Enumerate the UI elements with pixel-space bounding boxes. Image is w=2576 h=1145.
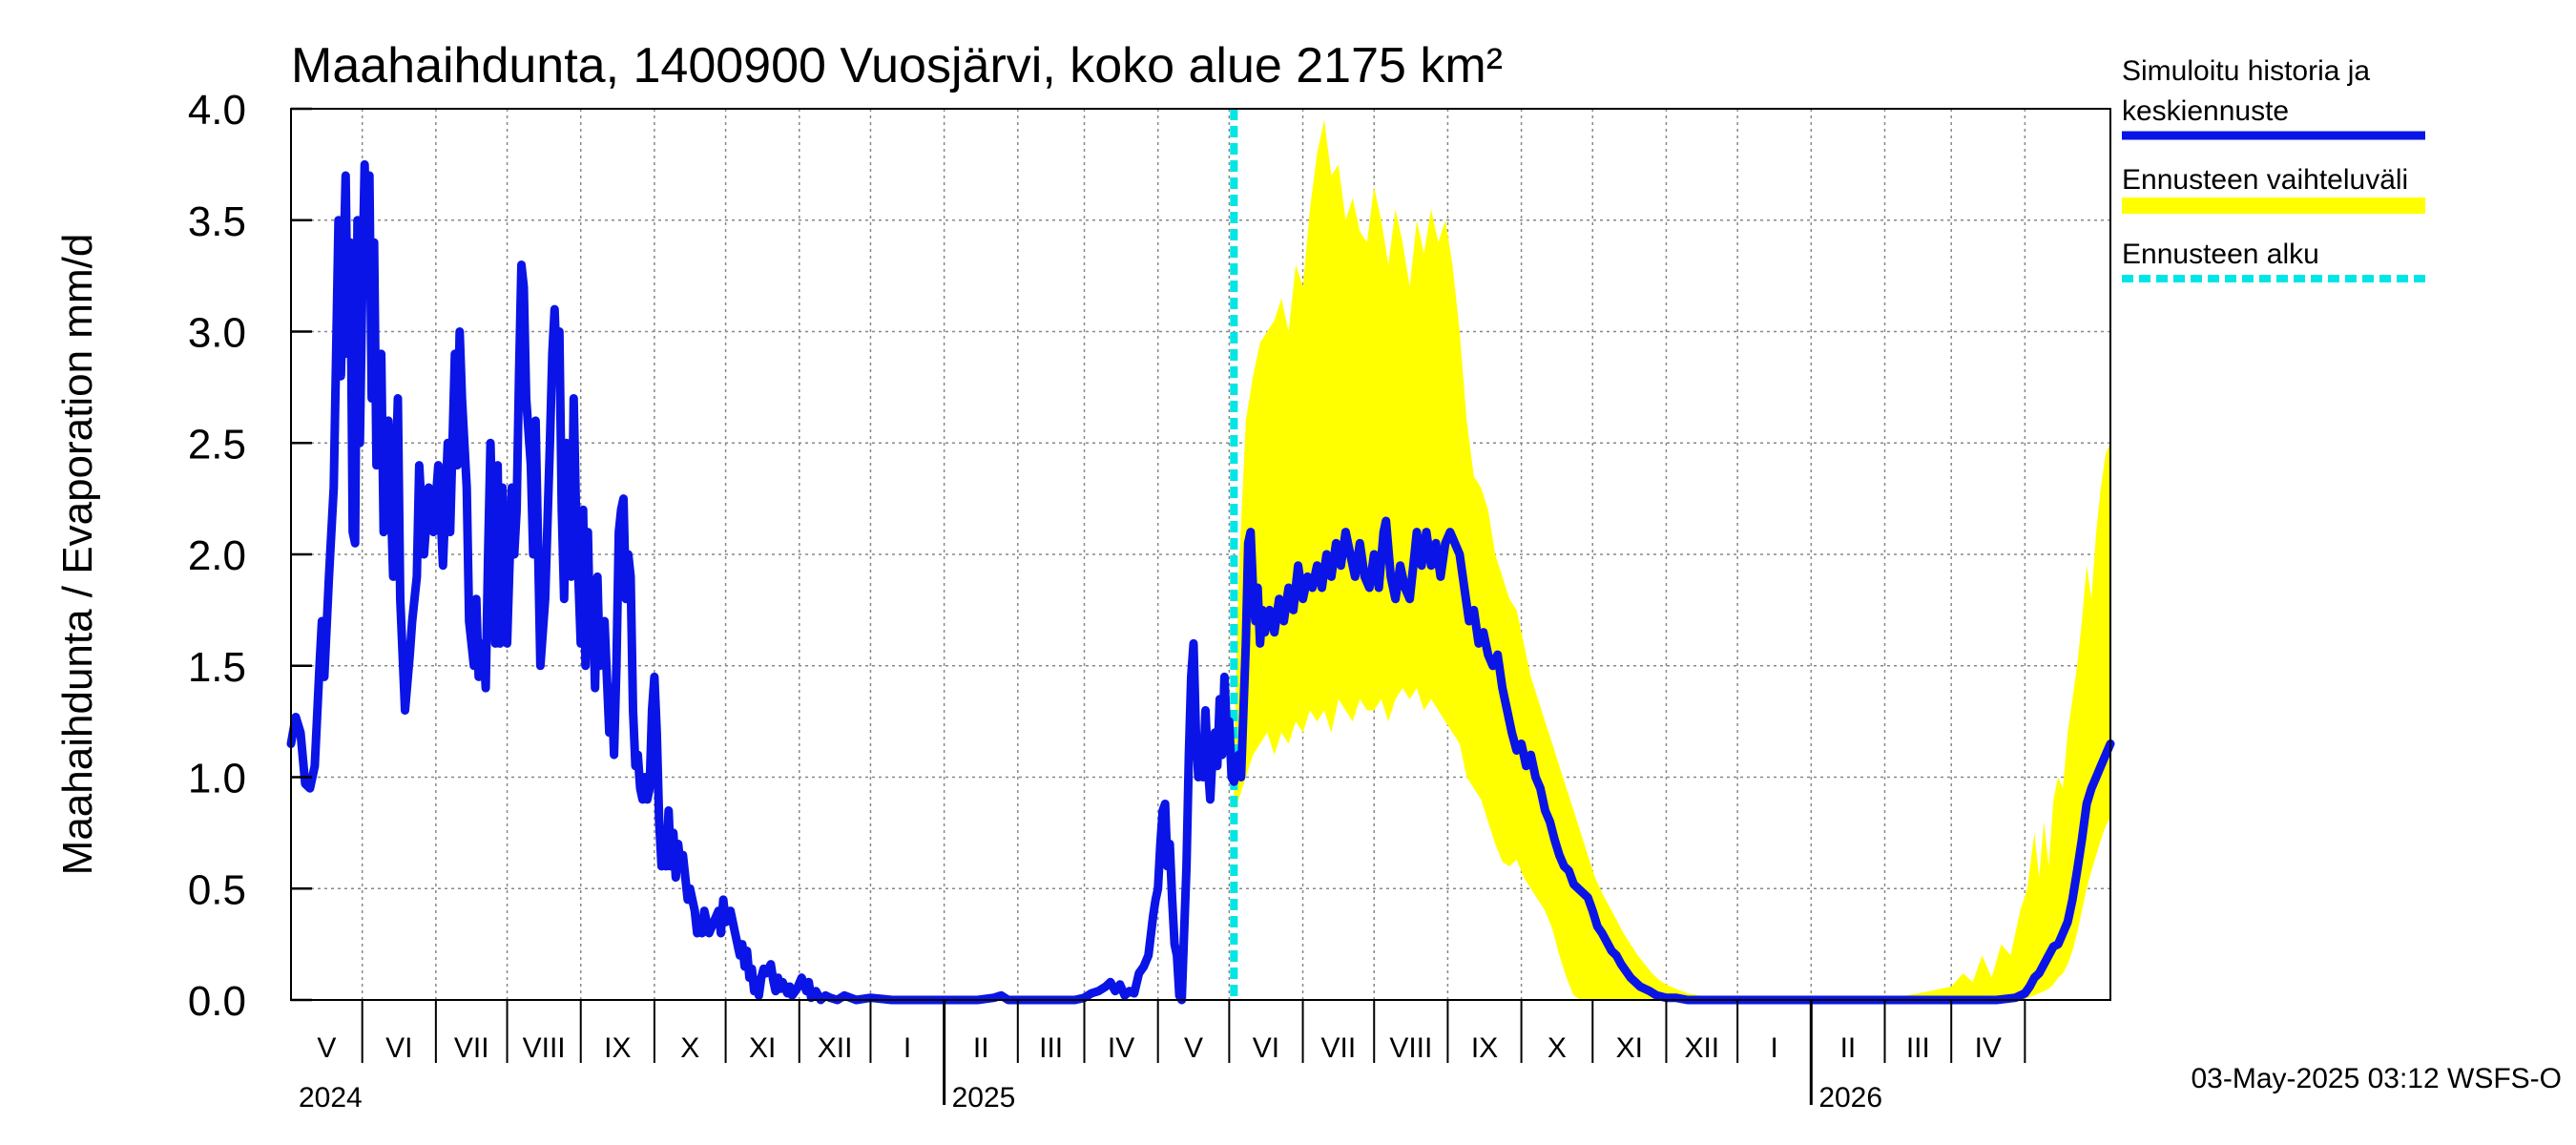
month-label: VI: [1253, 1032, 1279, 1064]
y-tick-label: 3.5: [188, 198, 246, 245]
year-label: 2026: [1818, 1082, 1882, 1114]
simulated-line: [286, 159, 2115, 1005]
y-axis-label: Maahaihdunta / Evaporation mm/d: [54, 234, 101, 876]
month-label: X: [1548, 1032, 1567, 1064]
month-label: V: [317, 1032, 336, 1064]
month-label: II: [1840, 1032, 1857, 1064]
y-tick-label: 2.5: [188, 421, 246, 468]
month-label: I: [904, 1032, 911, 1064]
forecast-range-area: [1234, 119, 2110, 1000]
legend-label-range: Ennusteen vaihteluväli: [2122, 164, 2408, 196]
year-label: 2024: [299, 1082, 363, 1114]
y-tick-label: 1.0: [188, 756, 246, 802]
legend-label-forecast-start: Ennusteen alku: [2122, 239, 2319, 270]
month-label: XI: [1616, 1032, 1643, 1064]
month-label: XI: [749, 1032, 776, 1064]
month-label: IV: [1975, 1032, 2002, 1064]
legend: Simuloitu historia ja keskiennuste Ennuste…: [2122, 55, 2425, 282]
month-label: IV: [1108, 1032, 1134, 1064]
month-label: X: [680, 1032, 699, 1064]
month-label: VII: [454, 1032, 489, 1064]
legend-label-simulated: Simuloitu historia ja: [2122, 55, 2370, 87]
month-label: XII: [818, 1032, 853, 1064]
month-label: VIII: [523, 1032, 566, 1064]
month-label: VIII: [1389, 1032, 1432, 1064]
month-label: IX: [604, 1032, 631, 1064]
timestamp-footer: 03-May-2025 03:12 WSFS-O: [2192, 1063, 2563, 1094]
month-label: III: [1906, 1032, 1930, 1064]
legend-swatch-range: [2122, 198, 2425, 214]
month-label: XII: [1684, 1032, 1719, 1064]
forecast-range-band: [1234, 119, 2110, 1000]
grid: [291, 108, 2110, 1001]
legend-label-simulated: keskiennuste: [2122, 95, 2289, 127]
year-label: 2025: [952, 1082, 1016, 1114]
y-tick-label: 0.5: [188, 866, 246, 913]
month-label: II: [973, 1032, 989, 1064]
y-tick-label: 4.0: [188, 87, 246, 134]
month-label: IX: [1471, 1032, 1498, 1064]
simulated-series: [286, 159, 2115, 1005]
month-label: I: [1771, 1032, 1778, 1064]
month-label: VII: [1321, 1032, 1357, 1064]
chart-title: Maahaihdunta, 1400900 Vuosjärvi, koko al…: [291, 38, 1503, 94]
month-label: V: [1184, 1032, 1203, 1064]
y-tick-label: 2.0: [188, 532, 246, 579]
x-axis: V VI VII VIII IX X XI XII I II III IV V VI VII VIII IX X X…: [299, 1000, 2026, 1114]
y-tick-label: 1.5: [188, 644, 246, 691]
month-label: III: [1039, 1032, 1063, 1064]
month-label: VI: [385, 1032, 412, 1064]
y-tick-label: 0.0: [188, 978, 246, 1025]
y-axis: 0.0 0.5 1.0 1.5 2.0 2.5 3.0 3.5 4.0: [188, 87, 312, 1025]
y-tick-label: 3.0: [188, 310, 246, 357]
